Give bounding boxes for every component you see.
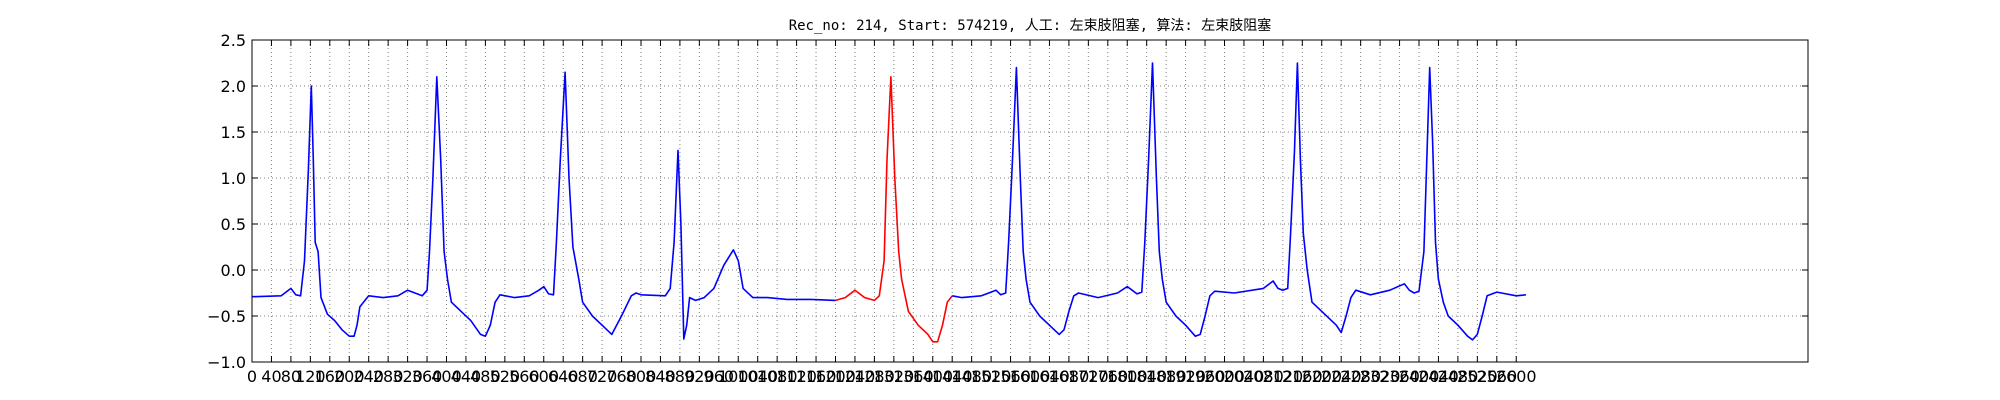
y-tick-label: 0.0 xyxy=(221,261,246,280)
chart-title: Rec_no: 214, Start: 574219, 人工: 左束肢阻塞, 算… xyxy=(789,17,1272,34)
x-tick-label: 1640 xyxy=(1029,367,1070,386)
y-axis: 2.5 2.0 1.5 1.0 0.5 0.0 −0.5 −1.0 xyxy=(207,31,1808,372)
x-tick-label: 2480 xyxy=(1438,367,1479,386)
y-tick-label: 1.5 xyxy=(221,123,246,142)
x-tick-label: 1720 xyxy=(1068,367,1109,386)
x-tick-label: 1160 xyxy=(796,367,837,386)
x-tick-label: 120 xyxy=(295,367,326,386)
x-tick-label: 1280 xyxy=(854,367,895,386)
x-tick-label: 200 xyxy=(334,367,365,386)
x-tick-label: 1080 xyxy=(757,367,798,386)
series-line xyxy=(952,62,1527,341)
x-tick-label: 1880 xyxy=(1146,367,1187,386)
x-tick-label: 40 xyxy=(261,367,281,386)
x-tick-label: 280 xyxy=(373,367,404,386)
x-tick-label: 2200 xyxy=(1301,367,1342,386)
x-tick-label: 320 xyxy=(392,367,423,386)
x-tick-label: 1920 xyxy=(1165,367,1206,386)
x-tick-label: 1040 xyxy=(737,367,778,386)
x-tick-label: 360 xyxy=(412,367,443,386)
x-tick-label: 920 xyxy=(684,367,715,386)
x-tick-label: 760 xyxy=(606,367,637,386)
x-tick-label: 160 xyxy=(315,367,346,386)
x-tick-label: 400 xyxy=(431,367,462,386)
x-tick-label: 2600 xyxy=(1496,367,1537,386)
x-tick-label: 2400 xyxy=(1399,367,1440,386)
x-tick-label: 2520 xyxy=(1457,367,1498,386)
x-tick-label: 1840 xyxy=(1126,367,1167,386)
x-tick-label: 480 xyxy=(470,367,501,386)
x-axis: 0 40 8012016020024028032036040044048052056… xyxy=(247,40,1537,386)
x-tick-label: 1760 xyxy=(1087,367,1128,386)
x-tick-label: 1240 xyxy=(835,367,876,386)
x-tick-label: 1520 xyxy=(971,367,1012,386)
y-tick-label: 2.0 xyxy=(221,77,246,96)
x-tick-label: 1600 xyxy=(1010,367,1051,386)
x-tick-label: 800 xyxy=(626,367,657,386)
y-tick-label: 2.5 xyxy=(221,31,246,50)
x-tick-label: 720 xyxy=(587,367,618,386)
x-tick-label: 2120 xyxy=(1262,367,1303,386)
x-tick-label: 2320 xyxy=(1360,367,1401,386)
x-tick-label: 880 xyxy=(665,367,696,386)
x-tick-label: 560 xyxy=(509,367,540,386)
x-tick-label: 2440 xyxy=(1418,367,1459,386)
x-tick-label: 0 xyxy=(247,367,257,386)
x-tick-label: 1560 xyxy=(990,367,1031,386)
x-tick-label: 600 xyxy=(528,367,559,386)
x-tick-label: 440 xyxy=(451,367,482,386)
x-tick-label: 2080 xyxy=(1243,367,1284,386)
x-tick-label: 2360 xyxy=(1379,367,1420,386)
x-tick-label: 1480 xyxy=(951,367,992,386)
series-line xyxy=(835,76,953,343)
x-tick-label: 840 xyxy=(645,367,676,386)
x-tick-label: 1320 xyxy=(873,367,914,386)
x-tick-label: 2560 xyxy=(1476,367,1517,386)
x-tick-label: 680 xyxy=(567,367,598,386)
grid-lines xyxy=(251,39,1808,363)
x-tick-label: 2000 xyxy=(1204,367,1245,386)
x-tick-label: 1360 xyxy=(893,367,934,386)
x-tick-label: 520 xyxy=(490,367,521,386)
x-tick-label: 2280 xyxy=(1340,367,1381,386)
x-tick-label: 2240 xyxy=(1321,367,1362,386)
x-tick-label: 960 xyxy=(704,367,735,386)
x-tick-label: 1680 xyxy=(1049,367,1090,386)
x-tick-label: 1440 xyxy=(932,367,973,386)
series-group xyxy=(251,62,1527,343)
x-tick-label: 1200 xyxy=(815,367,856,386)
x-tick-label: 1000 xyxy=(718,367,759,386)
x-tick-label: 2160 xyxy=(1282,367,1323,386)
x-tick-label: 1400 xyxy=(912,367,953,386)
x-tick-label: 240 xyxy=(353,367,384,386)
x-tick-label: 80 xyxy=(281,367,301,386)
x-tick-label: 2040 xyxy=(1224,367,1265,386)
series-line xyxy=(251,71,836,340)
y-tick-label: −1.0 xyxy=(207,353,246,372)
x-tick-label: 1120 xyxy=(776,367,817,386)
y-tick-label: 1.0 xyxy=(221,169,246,188)
y-tick-label: 0.5 xyxy=(221,215,246,234)
y-tick-label: −0.5 xyxy=(207,307,246,326)
x-tick-label: 1960 xyxy=(1185,367,1226,386)
x-tick-label: 1800 xyxy=(1107,367,1148,386)
x-tick-label: 640 xyxy=(548,367,579,386)
